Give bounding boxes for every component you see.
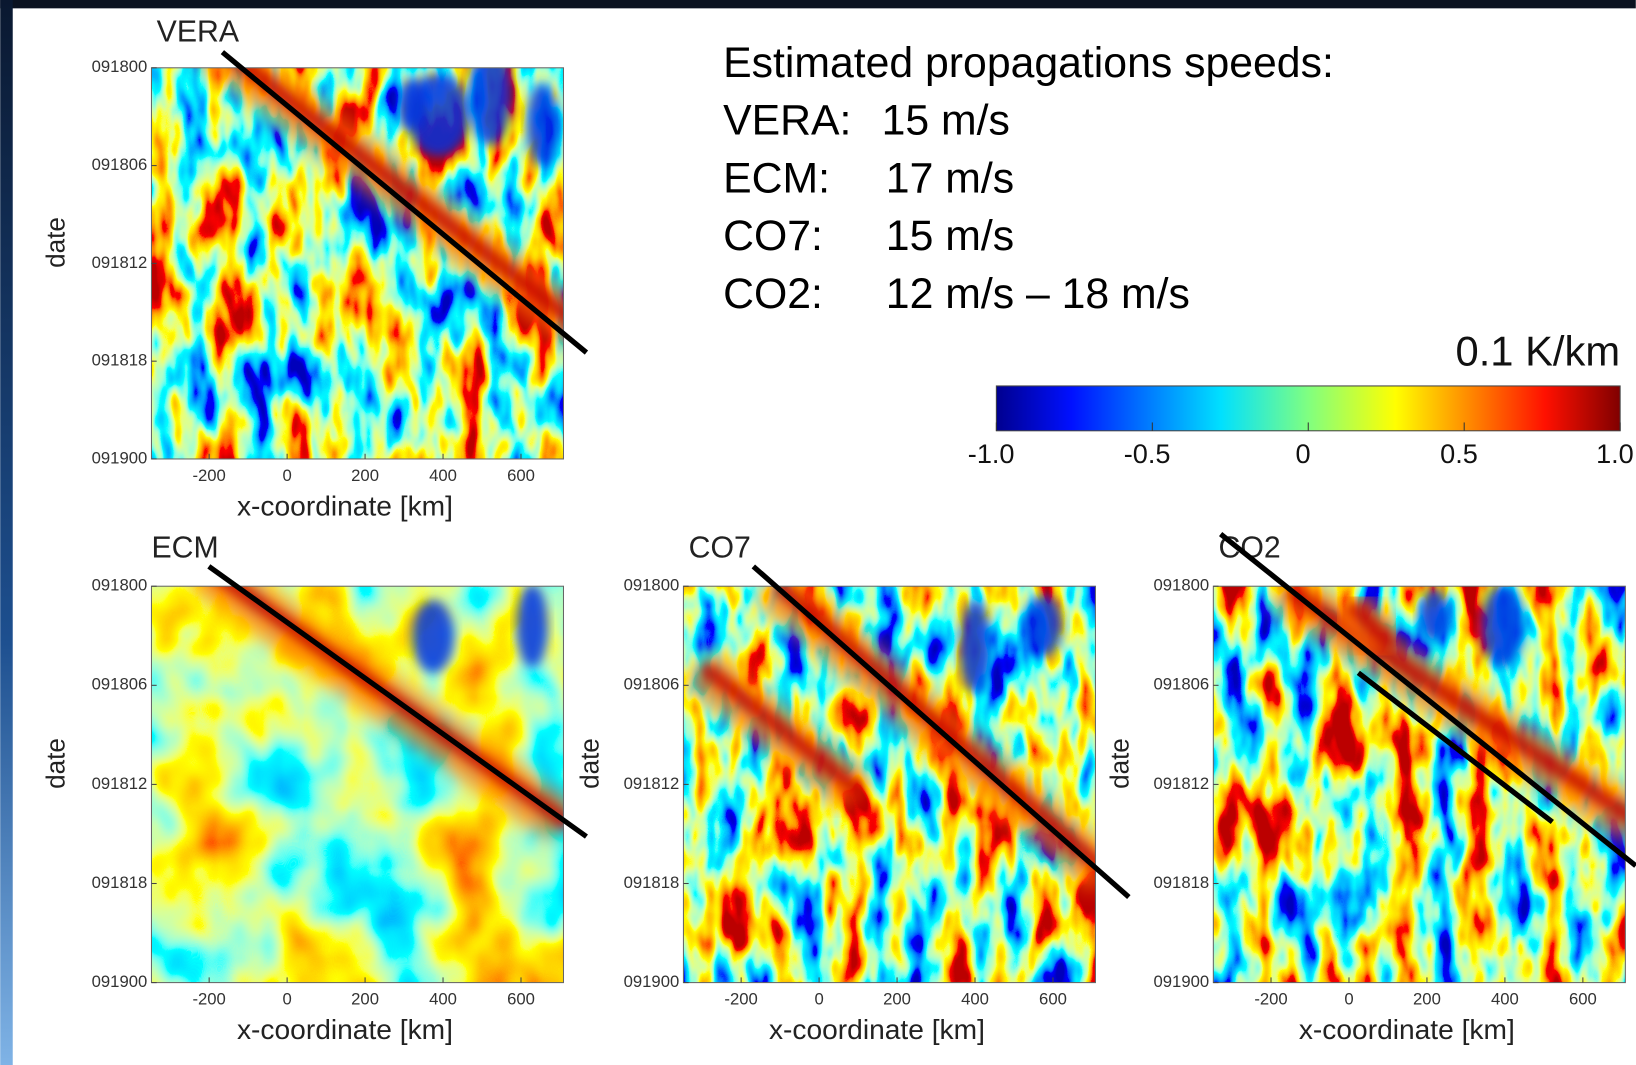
y-tick-label: 091812 [92,253,148,272]
propagation-line [1356,670,1554,825]
panel-title: VERA [157,15,240,48]
y-tick-label: 091812 [92,774,148,793]
colorbar-unit: 0.1 K/km [1456,328,1621,375]
speed-name: VERA: [723,96,851,144]
x-tick-label: -200 [192,990,225,1009]
y-tick-label: 091900 [1154,972,1210,991]
y-tick-label: 091818 [624,873,680,892]
x-tick-label: 400 [429,990,457,1009]
y-tick-label: 091800 [624,576,680,595]
speed-name: CO2: [723,270,823,318]
speed-value: 15 m/s [886,212,1014,260]
y-tick-label: 091800 [1154,576,1210,595]
x-tick-label: 0 [282,466,291,485]
propagation-line [220,50,589,355]
hot-band [699,661,866,799]
propagation-line [207,564,588,839]
y-tick-label: 091800 [92,576,148,595]
x-tick-label: 600 [1569,990,1597,1009]
colorbar-tick-label: -0.5 [1124,438,1171,469]
x-tick-label: 600 [1039,990,1067,1009]
panel: -200 0 200 400 600 091800 091806 091812 091818 09… [40,532,588,1045]
y-tick-label: 091806 [1154,675,1210,694]
speed-name: ECM: [723,154,830,202]
y-axis-label: date [1104,738,1134,789]
propagation-line [751,564,1131,900]
y-axis-label: date [40,217,70,268]
text-heading: Estimated propagations speeds: [723,39,1334,87]
y-axis-label: date [575,738,605,789]
x-tick-label: 200 [1413,990,1441,1009]
colorbar-tick-label: 0 [1296,438,1311,469]
colorbar-tick-label: 0.5 [1440,438,1478,469]
hot-band [772,586,1096,873]
y-tick-label: 091900 [624,972,680,991]
x-tick-label: 600 [507,990,535,1009]
x-tick-label: 600 [507,466,535,485]
colorbar-tick-label: -1.0 [968,438,1015,469]
x-axis-label: x-coordinate [km] [237,490,453,521]
y-tick-label: 091900 [92,972,148,991]
x-tick-label: -200 [192,466,225,485]
cold-blob [412,599,454,673]
y-tick-label: 091806 [624,675,680,694]
x-axis-label: x-coordinate [km] [1299,1014,1515,1045]
cold-blob [469,67,512,147]
propagation-line [1219,532,1636,868]
panel: -200 0 200 400 600 091800 091806 091812 091818 09… [575,532,1131,1045]
speed-value: 17 m/s [886,154,1014,202]
x-tick-label: 400 [961,990,989,1009]
left-edge [0,0,13,1065]
panel: -200 0 200 400 600 091800 091806 091812 091818 09… [1104,532,1636,1045]
top-bar [0,0,1636,9]
x-axis-label: x-coordinate [km] [769,1014,985,1045]
field [683,586,1096,983]
x-tick-label: 400 [429,466,457,485]
x-tick-label: 0 [282,990,291,1009]
speed-value: 15 m/s [882,96,1010,144]
hot-band [1345,599,1398,652]
y-tick-label: 091818 [92,873,148,892]
y-tick-label: 091800 [92,57,148,76]
field [151,67,564,459]
cold-blob [526,83,559,167]
cold-blob [516,586,548,668]
y-tick-label: 091806 [92,675,148,694]
cold-blob [959,599,992,694]
speed-list: VERA: 15 m/s ECM: 17 m/s CO7: 15 m/s CO2: 12 m/… [723,96,1190,318]
y-tick-label: 091806 [92,155,148,174]
x-axis-label: x-coordinate [km] [237,1014,453,1045]
x-tick-label: -200 [724,990,757,1009]
speed-value: 12 m/s – 18 m/s [886,270,1190,318]
x-tick-label: 400 [1491,990,1519,1009]
field [1213,586,1626,983]
cold-blob [1481,586,1524,668]
x-tick-label: 0 [814,990,823,1009]
y-axis-label: date [40,738,70,789]
cold-blob [1418,589,1451,642]
x-tick-label: 200 [351,990,379,1009]
y-tick-label: 091812 [1154,774,1210,793]
cold-blob [1024,594,1063,658]
cold-blob [397,78,427,131]
x-tick-label: 0 [1344,990,1353,1009]
x-tick-label: -200 [1254,990,1287,1009]
y-tick-label: 091900 [92,448,148,467]
panel-title: ECM [151,532,218,565]
y-tick-label: 091818 [92,351,148,370]
y-tick-label: 091812 [624,774,680,793]
speed-name: CO7: [723,212,823,260]
colorbar-ticks: -1.0 -0.5 0 0.5 1.0 [968,422,1634,469]
colorbar-tick-label: 1.0 [1596,438,1634,469]
hot-band [235,67,564,323]
x-tick-label: 200 [351,466,379,485]
y-tick-label: 091818 [1154,873,1210,892]
panel: -200 0 200 400 600 091800 091806 091812 091818 09… [40,15,589,521]
field [151,586,564,983]
x-tick-label: 200 [883,990,911,1009]
panel-title: CO7 [689,532,751,565]
